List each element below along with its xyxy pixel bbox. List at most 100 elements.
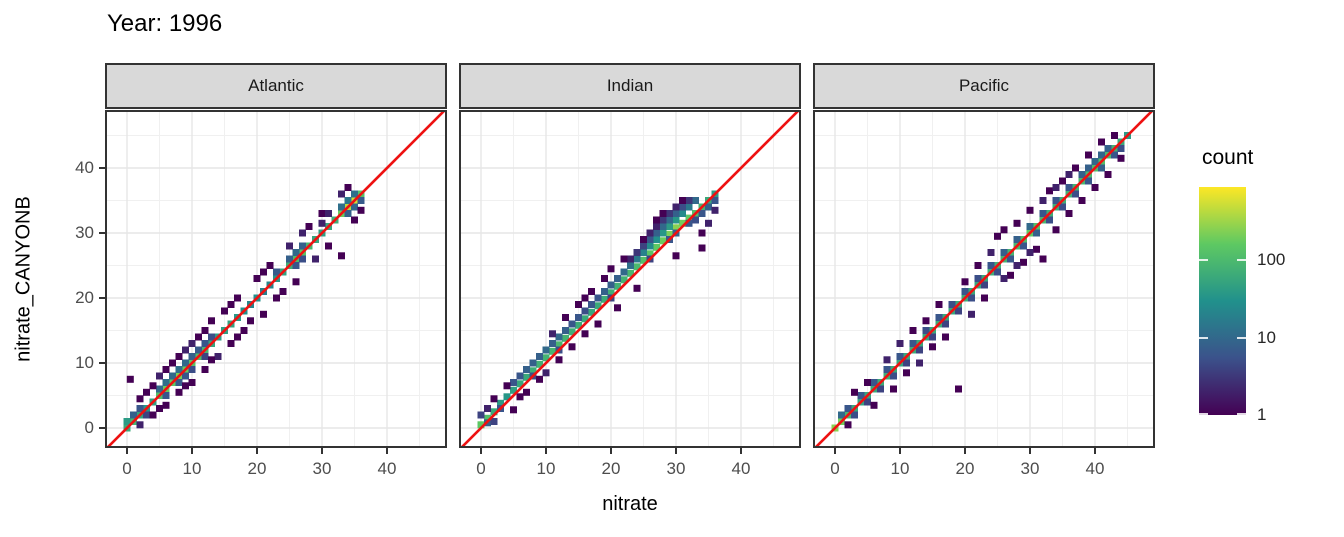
bin2d-cell <box>659 216 667 224</box>
bin2d-cell <box>260 268 267 276</box>
bin2d-cell <box>529 359 537 367</box>
bin2d-cell <box>536 360 543 368</box>
bin2d-cell <box>1065 171 1073 178</box>
bin2d-cell <box>961 288 969 295</box>
bin2d-cell <box>1052 197 1060 204</box>
bin2d-cell <box>935 301 943 308</box>
x-tick-mark <box>675 448 677 454</box>
bin2d-cell <box>136 395 144 403</box>
bin2d-cell <box>1085 164 1092 172</box>
bin2d-cell <box>1072 164 1079 172</box>
bin2d-cell <box>123 418 131 425</box>
x-tick-mark <box>386 448 388 454</box>
bin2d-cell <box>575 314 582 321</box>
bin2d-cell <box>1052 226 1060 234</box>
bin2d-cell <box>247 317 254 325</box>
bin2d-cell <box>955 385 962 393</box>
bin2d-cell <box>516 380 524 388</box>
bin2d-cell <box>659 223 667 230</box>
x-tick-label: 30 <box>666 459 686 478</box>
bin2d-cell <box>607 289 615 297</box>
bin2d-cell <box>286 255 293 263</box>
bin2d-cell <box>214 353 222 360</box>
x-tick-mark <box>610 448 612 454</box>
x-tick-label: 20 <box>955 459 975 478</box>
bin2d-cell <box>549 330 556 338</box>
bin2d-cell <box>143 388 150 396</box>
bin2d-cell <box>679 219 686 227</box>
x-tick-mark <box>964 448 966 454</box>
bin2d-cell <box>529 367 537 375</box>
bin2d-cell <box>994 232 1001 240</box>
bin2d-cell <box>581 315 589 323</box>
bin2d-cell <box>987 262 995 269</box>
bin2d-cell <box>646 236 654 243</box>
bin2d-cell <box>344 184 352 191</box>
x-tick-mark <box>321 448 323 454</box>
bin2d-cell <box>607 281 615 289</box>
bin2d-cell <box>1098 138 1105 146</box>
bin2d-cell <box>188 366 196 373</box>
bin2d-cell <box>844 421 852 429</box>
bin2d-cell <box>614 282 621 290</box>
bin2d-cell <box>188 379 196 386</box>
x-tick-mark <box>740 448 742 454</box>
bin2d-cell <box>653 236 660 243</box>
bin2d-cell <box>942 320 949 328</box>
legend-tick-mark <box>1237 259 1246 261</box>
bin2d-cell <box>653 243 660 251</box>
bin2d-cell <box>130 411 137 419</box>
bin2d-cell <box>523 366 530 373</box>
bin2d-cell <box>896 340 904 347</box>
panel-border <box>105 110 447 448</box>
bin2d-cell <box>575 321 582 329</box>
bin2d-cell <box>1026 223 1034 230</box>
bin2d-cell <box>640 249 647 256</box>
legend-tick-label: 1 <box>1257 405 1267 424</box>
bin2d-cell <box>1059 203 1066 211</box>
bin2d-cell <box>562 334 569 342</box>
bin2d-cell <box>292 249 300 256</box>
bin2d-cell <box>640 242 647 250</box>
bin2d-cell <box>672 224 680 232</box>
bin2d-cell <box>935 314 943 321</box>
bin2d-cell <box>685 197 693 204</box>
bin2d-cell <box>318 210 326 217</box>
bin2d-cell <box>1020 242 1027 250</box>
bin2d-cell <box>646 229 654 237</box>
bin2d-cell <box>490 418 498 425</box>
y-tick-label: 30 <box>75 223 94 242</box>
bin2d-cell <box>503 382 511 390</box>
bin2d-cell <box>1007 271 1014 279</box>
bin2d-cell <box>864 379 871 386</box>
bin2d-cell <box>679 203 686 211</box>
bin2d-cell <box>981 294 988 302</box>
bin2d-cell <box>344 210 352 217</box>
bin2d-cell <box>549 347 556 355</box>
bin2d-cell <box>182 382 189 390</box>
bin2d-cell <box>601 295 608 303</box>
x-tick-mark <box>1094 448 1096 454</box>
bin2d-cell <box>968 310 975 318</box>
bin2d-cell <box>344 197 352 204</box>
bin2d-cell <box>890 385 897 393</box>
bin2d-cell <box>312 255 319 263</box>
y-tick-label: 10 <box>75 353 94 372</box>
bin2d-cell <box>260 310 267 318</box>
x-tick-mark <box>899 448 901 454</box>
bin2d-cell <box>240 327 248 334</box>
bin2d-cell <box>685 219 693 227</box>
bin2d-cell <box>253 275 261 282</box>
bin2d-cell <box>916 346 923 354</box>
bin2d-cell <box>188 340 196 347</box>
bin2d-cell <box>685 214 693 222</box>
bin2d-cell <box>188 353 196 360</box>
bin2d-cell <box>555 333 563 341</box>
bin2d-cell <box>549 340 556 347</box>
bin2d-cell <box>136 421 144 429</box>
x-tick-label: 40 <box>377 459 397 478</box>
x-tick-mark <box>545 448 547 454</box>
x-tick-mark <box>834 448 836 454</box>
bin2d-cell <box>273 294 280 302</box>
bin2d-cell <box>234 333 241 341</box>
